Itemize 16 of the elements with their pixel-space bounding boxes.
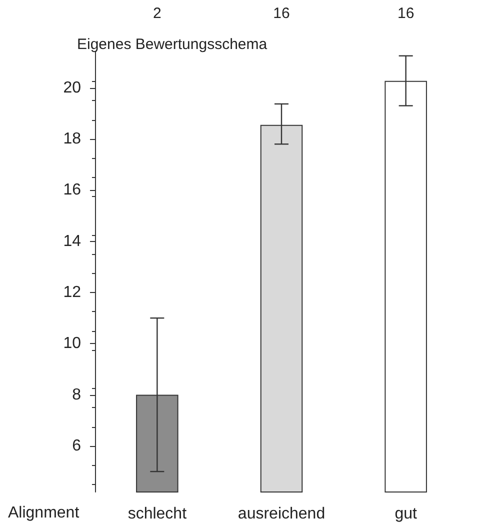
y-tick-label: 10 [63, 335, 82, 352]
y-tick-label: 16 [63, 182, 82, 199]
y-tick-label: 12 [63, 284, 82, 301]
chart-title: Eigenes Bewertungsschema [77, 36, 268, 53]
y-tick-label: 14 [63, 232, 82, 250]
text: 16 [273, 5, 290, 22]
x-tick-label: schlecht [128, 506, 188, 522]
x-tick-label: ausreichend [238, 506, 326, 522]
x-tick-label: gut [394, 506, 418, 522]
text: 2 [152, 5, 162, 22]
y-tick-label: 8 [72, 386, 82, 404]
y-tick-label: 6 [72, 437, 82, 454]
text: 16 [397, 5, 414, 22]
y-tick-label: 20 [63, 79, 82, 96]
y-tick-label: 18 [63, 130, 82, 148]
x-axis-title: Alignment [8, 504, 80, 522]
